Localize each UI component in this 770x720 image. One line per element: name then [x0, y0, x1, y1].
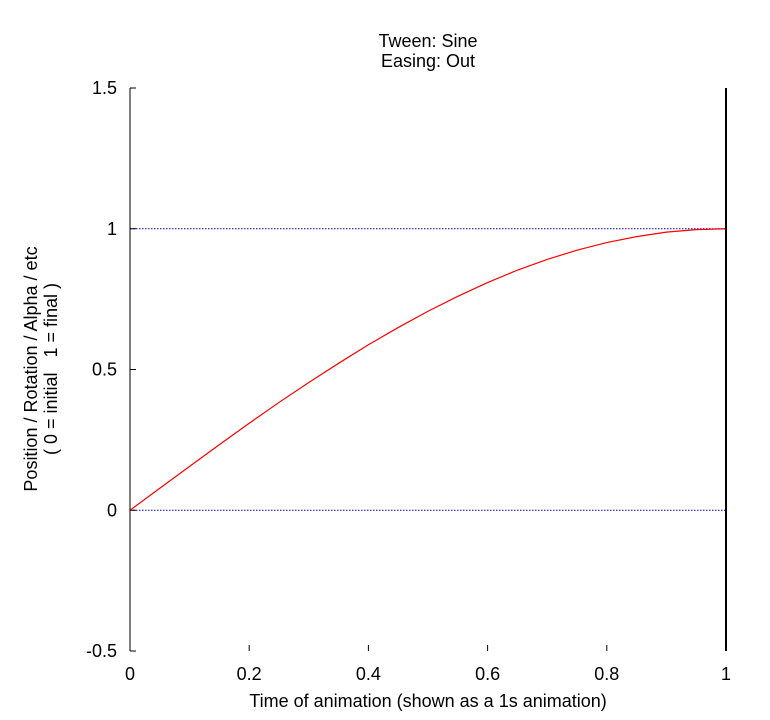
- x-tick-label: 0.2: [237, 664, 262, 684]
- x-tick-label: 1: [721, 664, 731, 684]
- y-tick-label: 1: [107, 219, 117, 239]
- y-tick-label: 0: [107, 500, 117, 520]
- y-axis-label: Position / Rotation / Alpha / etc: [21, 246, 41, 491]
- y-axis-label-secondary: ( 0 = initial 1 = final ): [41, 283, 61, 455]
- y-tick-label: 1.5: [92, 78, 117, 98]
- x-tick-label: 0.6: [475, 664, 500, 684]
- y-axis-ticks: -0.5 0 0.5 1 1.5: [86, 78, 136, 661]
- x-axis-ticks: 0 0.2 0.4 0.6 0.8 1: [125, 645, 731, 684]
- x-tick-label: 0.8: [594, 664, 619, 684]
- series-line-0: [129, 228, 727, 511]
- x-tick-label: 0.4: [356, 664, 381, 684]
- x-axis-label: Time of animation (shown as a 1s animati…: [249, 691, 607, 711]
- y-tick-label: 0.5: [92, 360, 117, 380]
- chart-title: Tween: Sine: [378, 31, 477, 51]
- reference-lines: [130, 228, 726, 511]
- x-tick-label: 0: [125, 664, 135, 684]
- series-layer: [129, 228, 727, 511]
- chart-subtitle: Easing: Out: [381, 51, 475, 71]
- y-tick-label: -0.5: [86, 641, 117, 661]
